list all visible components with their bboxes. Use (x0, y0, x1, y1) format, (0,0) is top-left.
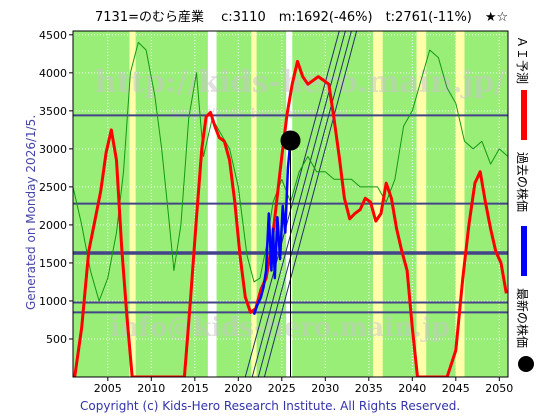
legend-marker-latest (518, 356, 534, 372)
x-tick-label-2005: 2005 (94, 382, 122, 395)
watermark: http://kids-hero.main.jp/ http://kids-he… (95, 65, 505, 343)
y-tick-label-3000: 3000 (39, 143, 67, 156)
x-tick-label-2015: 2015 (181, 382, 209, 395)
legend-swatch-past (521, 226, 527, 276)
x-tick-label-2045: 2045 (442, 382, 470, 395)
x-tick-label-2030: 2030 (311, 382, 339, 395)
trend-line-0 (244, 31, 340, 377)
copyright: Copyright (c) Kids-Hero Research Institu… (80, 399, 460, 413)
y-tick-label-1000: 1000 (39, 295, 67, 308)
x-tick-label-2040: 2040 (398, 382, 426, 395)
y-tick-label-500: 500 (46, 333, 67, 346)
legend-swatch-forecast (521, 90, 527, 140)
x-tick-label-2025: 2025 (268, 382, 296, 395)
plot-frame (72, 30, 509, 378)
legend-label-latest: 最新の株価 (515, 288, 530, 348)
y-tick-label-4000: 4000 (39, 67, 67, 80)
series-forecast-line (73, 59, 508, 377)
legend-label-past: 過去の株価 (515, 152, 530, 212)
y-tick-label-2000: 2000 (39, 219, 67, 232)
trend-line-3 (263, 31, 358, 377)
x-tick-label-2010: 2010 (137, 382, 165, 395)
chart-title: 7131=のむら産業 c:3110 m:1692(-46%) t:2761(-1… (95, 9, 508, 25)
current-price-marker (280, 130, 301, 151)
x-tick-label-2020: 2020 (224, 382, 252, 395)
legend: ＡＩ予測 過去の株価 最新の株価 (515, 36, 534, 372)
x-tick-label-2035: 2035 (355, 382, 383, 395)
y-tick-label-3500: 3500 (39, 105, 67, 118)
trend-line-2 (257, 31, 352, 377)
y-tick-label-1500: 1500 (39, 257, 67, 270)
legend-label-forecast: ＡＩ予測 (515, 36, 529, 84)
generated-label: Generated on Monday 2026/1/5. (24, 115, 38, 310)
y-tick-label-4500: 4500 (39, 29, 67, 42)
y-tick-label-2500: 2500 (39, 181, 67, 194)
x-tick-label-2050: 2050 (485, 382, 513, 395)
series-past-price-line (252, 140, 292, 316)
